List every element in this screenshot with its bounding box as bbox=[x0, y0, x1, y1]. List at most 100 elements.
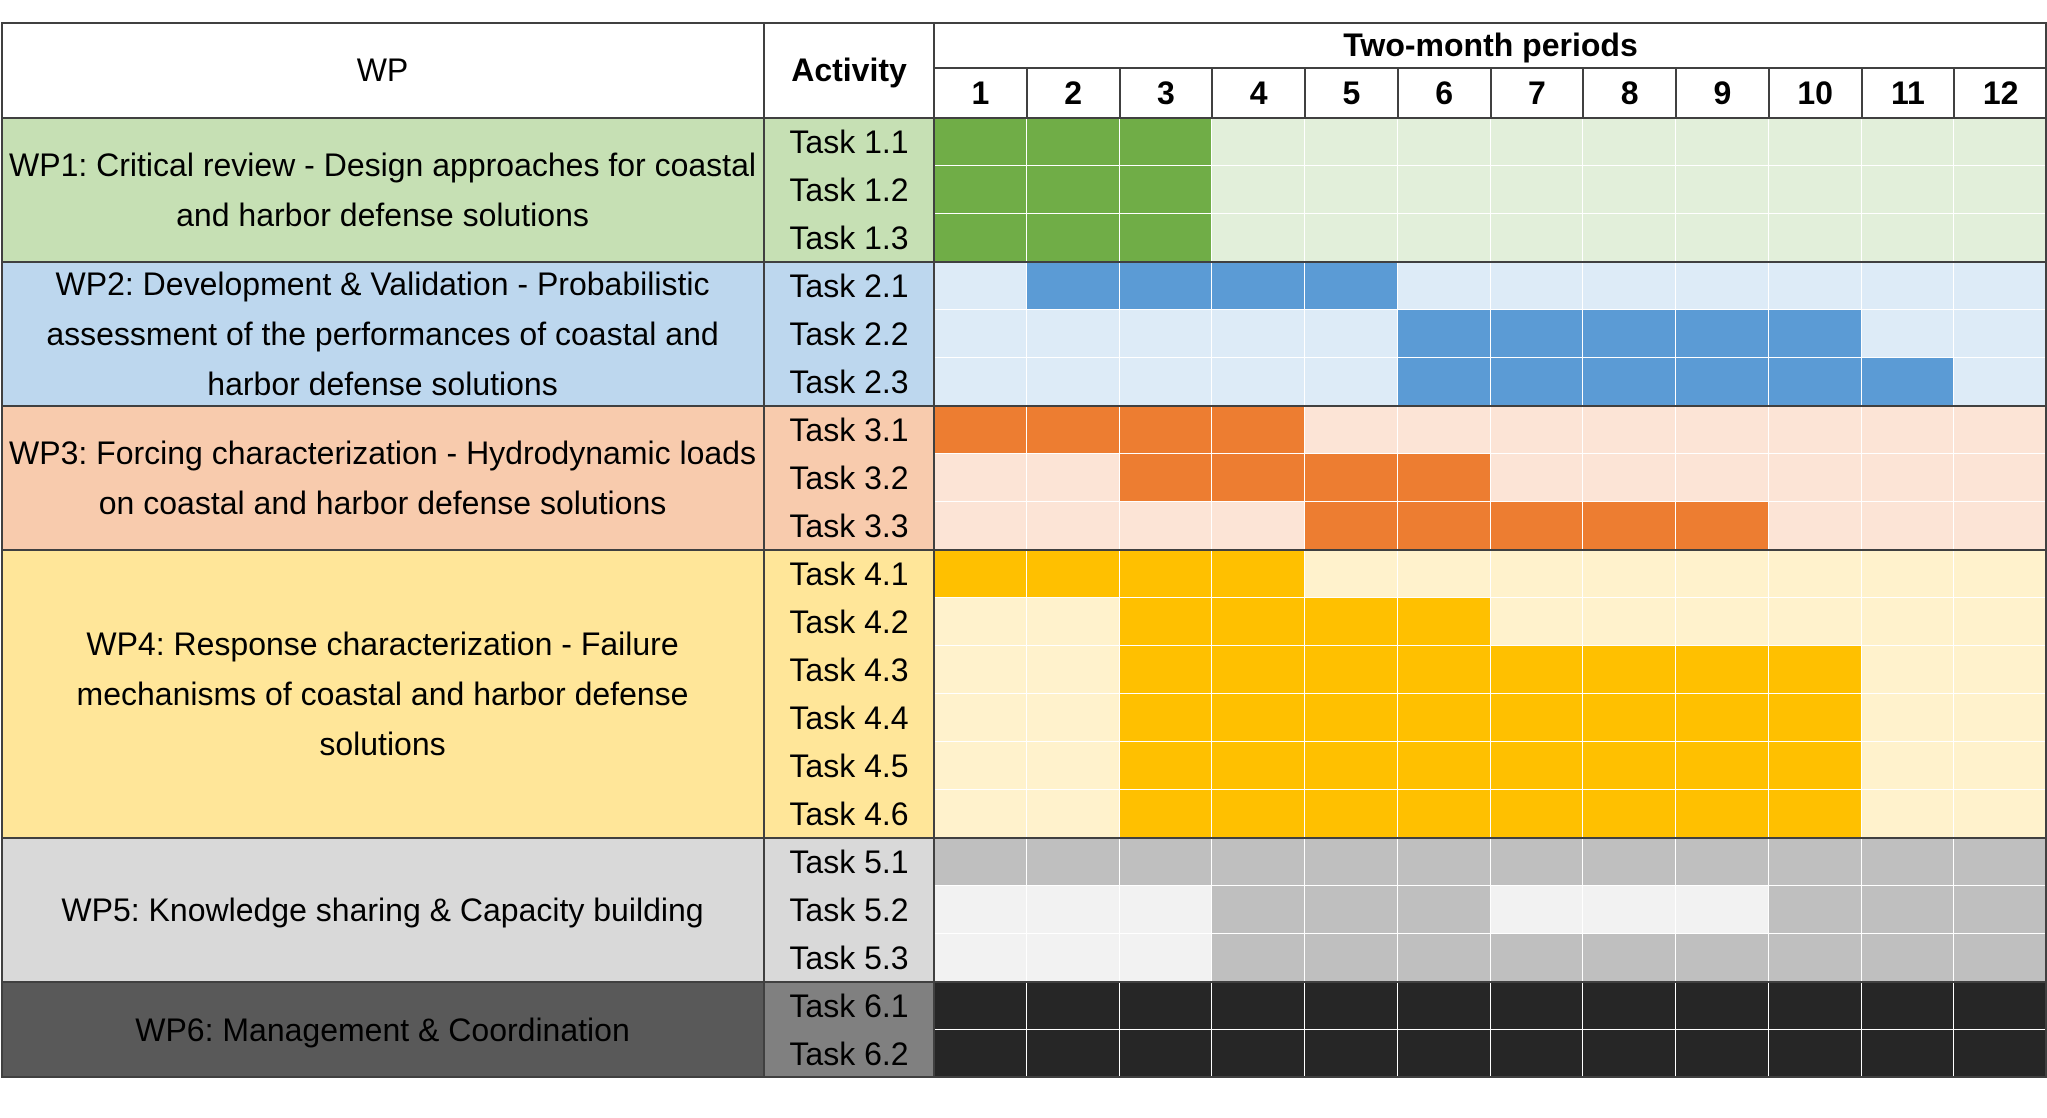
empty-period-cell bbox=[1026, 358, 1120, 406]
empty-period-cell bbox=[1490, 118, 1584, 166]
task-bar-segment bbox=[934, 214, 1027, 262]
wp-title-cell: WP4: Response characterization - Failure… bbox=[1, 550, 764, 838]
task-bar-segment bbox=[1397, 454, 1491, 502]
period-number: 8 bbox=[1583, 68, 1676, 118]
task-bar-segment bbox=[1397, 502, 1491, 550]
empty-period-cell bbox=[1119, 886, 1213, 934]
task-bar-segment bbox=[1768, 934, 1862, 982]
empty-period-cell bbox=[1026, 502, 1120, 550]
task-bar-segment bbox=[1490, 1030, 1584, 1078]
grid-line bbox=[1, 837, 2047, 839]
task-bar-segment bbox=[1212, 454, 1305, 502]
empty-period-cell bbox=[1861, 310, 1955, 358]
empty-period-cell bbox=[1583, 454, 1676, 502]
empty-period-cell bbox=[1583, 550, 1676, 598]
task-bar-segment bbox=[1861, 934, 1955, 982]
empty-period-cell bbox=[1583, 886, 1676, 934]
grid-line bbox=[1, 405, 2047, 407]
empty-period-cell bbox=[1583, 166, 1676, 214]
task-bar-segment bbox=[1583, 694, 1676, 742]
grid-line bbox=[1, 981, 2047, 983]
period-number: 4 bbox=[1212, 68, 1305, 118]
empty-period-cell bbox=[1026, 934, 1120, 982]
empty-period-cell bbox=[1026, 598, 1120, 646]
empty-period-cell bbox=[934, 934, 1027, 982]
task-bar-segment bbox=[1026, 838, 1120, 886]
task-bar-segment bbox=[1026, 982, 1120, 1030]
period-number: 3 bbox=[1119, 68, 1213, 118]
task-bar-segment bbox=[934, 406, 1027, 454]
grid-line bbox=[1, 261, 2047, 263]
task-bar-segment bbox=[1676, 1030, 1769, 1078]
empty-period-cell bbox=[1861, 406, 1955, 454]
empty-period-cell bbox=[1954, 646, 2047, 694]
task-bar-segment bbox=[1212, 598, 1305, 646]
task-bar-segment bbox=[1119, 262, 1213, 310]
task-label: Task 4.3 bbox=[764, 646, 934, 694]
task-bar-segment bbox=[1212, 838, 1305, 886]
task-bar-segment bbox=[1119, 838, 1213, 886]
empty-period-cell bbox=[934, 742, 1027, 790]
task-bar-segment bbox=[1583, 982, 1676, 1030]
task-label: Task 4.4 bbox=[764, 694, 934, 742]
empty-period-cell bbox=[1768, 502, 1862, 550]
empty-period-cell bbox=[1861, 694, 1955, 742]
task-label: Task 3.2 bbox=[764, 454, 934, 502]
empty-period-cell bbox=[1583, 118, 1676, 166]
empty-period-cell bbox=[1861, 598, 1955, 646]
grid-line bbox=[1118, 68, 1121, 118]
empty-period-cell bbox=[1212, 166, 1305, 214]
empty-period-cell bbox=[934, 358, 1027, 406]
empty-period-cell bbox=[1861, 454, 1955, 502]
empty-period-cell bbox=[1490, 598, 1584, 646]
empty-period-cell bbox=[1583, 598, 1676, 646]
empty-period-cell bbox=[1676, 262, 1769, 310]
empty-period-cell bbox=[1954, 214, 2047, 262]
task-bar-segment bbox=[1026, 118, 1120, 166]
empty-period-cell bbox=[1954, 694, 2047, 742]
empty-period-cell bbox=[1397, 166, 1491, 214]
task-bar-segment bbox=[1305, 886, 1398, 934]
empty-period-cell bbox=[1119, 934, 1213, 982]
task-bar-segment bbox=[1212, 262, 1305, 310]
empty-period-cell bbox=[1397, 118, 1491, 166]
task-bar-segment bbox=[1305, 598, 1398, 646]
wp-title-cell: WP2: Development & Validation - Probabil… bbox=[1, 262, 764, 406]
task-label: Task 2.2 bbox=[764, 310, 934, 358]
empty-period-cell bbox=[1490, 214, 1584, 262]
empty-period-cell bbox=[1583, 214, 1676, 262]
task-bar-segment bbox=[1119, 118, 1213, 166]
empty-period-cell bbox=[934, 262, 1027, 310]
task-bar-segment bbox=[1119, 214, 1213, 262]
empty-period-cell bbox=[1026, 742, 1120, 790]
task-bar-segment bbox=[1861, 838, 1955, 886]
empty-period-cell bbox=[1212, 214, 1305, 262]
task-label: Task 5.2 bbox=[764, 886, 934, 934]
task-bar-segment bbox=[1119, 406, 1213, 454]
task-label: Task 4.1 bbox=[764, 550, 934, 598]
empty-period-cell bbox=[1305, 310, 1398, 358]
task-label: Task 1.3 bbox=[764, 214, 934, 262]
empty-period-cell bbox=[1954, 550, 2047, 598]
period-number: 7 bbox=[1490, 68, 1584, 118]
task-bar-segment bbox=[1583, 790, 1676, 838]
task-bar-segment bbox=[1768, 1030, 1862, 1078]
task-bar-segment bbox=[1954, 1030, 2047, 1078]
task-label: Task 2.3 bbox=[764, 358, 934, 406]
task-bar-segment bbox=[1212, 550, 1305, 598]
task-bar-segment bbox=[1119, 790, 1213, 838]
task-bar-segment bbox=[1954, 886, 2047, 934]
empty-period-cell bbox=[1954, 310, 2047, 358]
empty-period-cell bbox=[1676, 886, 1769, 934]
task-bar-segment bbox=[1676, 694, 1769, 742]
task-bar-segment bbox=[1768, 358, 1862, 406]
task-bar-segment bbox=[1026, 550, 1120, 598]
task-label: Task 5.3 bbox=[764, 934, 934, 982]
task-label: Task 6.2 bbox=[764, 1030, 934, 1078]
grid-line bbox=[1489, 68, 1492, 118]
empty-period-cell bbox=[1305, 358, 1398, 406]
empty-period-cell bbox=[1768, 262, 1862, 310]
task-bar-segment bbox=[1212, 886, 1305, 934]
period-number: 10 bbox=[1768, 68, 1862, 118]
